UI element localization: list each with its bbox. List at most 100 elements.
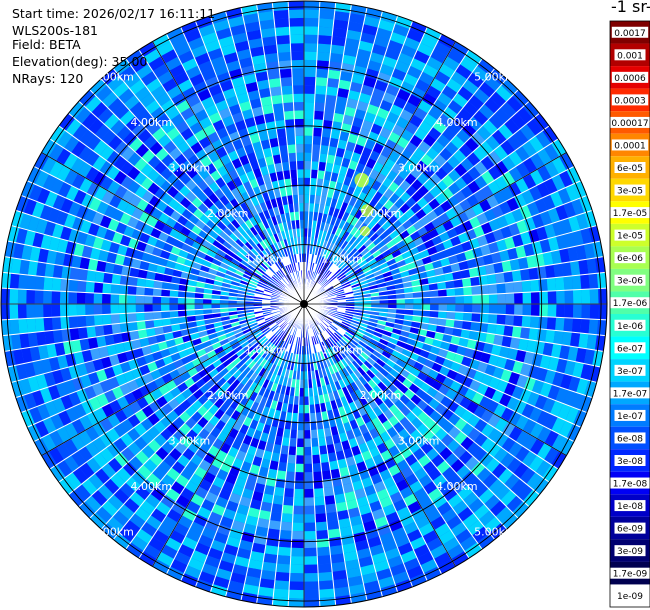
radar-gate <box>342 542 357 554</box>
radar-gate <box>314 344 320 353</box>
radar-gate <box>441 466 457 481</box>
radar-gate <box>385 225 396 236</box>
radar-gate <box>340 323 349 330</box>
radar-gate <box>351 360 361 370</box>
radar-gate <box>334 286 344 292</box>
radar-gate <box>342 54 357 66</box>
radar-gate <box>556 358 568 374</box>
radar-gate <box>520 362 532 377</box>
radar-gate <box>120 418 134 433</box>
radar-gate <box>251 341 261 350</box>
radar-gate <box>330 44 345 55</box>
radar-gate <box>564 304 574 319</box>
radar-gate <box>349 247 358 257</box>
radar-gate <box>546 277 557 292</box>
colorbar-tick-label: 1.7e-05 <box>613 209 648 219</box>
radar-gate <box>282 93 294 104</box>
radar-gate <box>454 417 468 432</box>
radar-gate <box>313 488 325 498</box>
radar-gate <box>338 432 349 443</box>
radar-gate <box>473 504 490 520</box>
radar-gate <box>466 400 479 415</box>
radar-gate <box>77 315 87 328</box>
radar-gate <box>416 551 434 566</box>
radar-gate <box>379 307 389 313</box>
radar-gate <box>304 127 314 136</box>
colorbar-tick-label: 1e-08 <box>617 502 643 512</box>
radar-gate <box>374 79 389 92</box>
radar-gate <box>382 91 397 105</box>
radar-gate <box>246 445 258 457</box>
radar-gate <box>174 551 192 566</box>
radar-gate <box>256 345 265 355</box>
radar-gate <box>330 129 341 140</box>
radar-gate <box>461 356 473 368</box>
radar-gate <box>404 298 414 304</box>
radar-gate <box>111 273 122 285</box>
radar-gate <box>550 343 562 359</box>
radar-gate <box>522 489 540 507</box>
radar-gate <box>450 521 468 537</box>
radar-gate <box>322 359 329 369</box>
radar-gate <box>461 320 472 331</box>
radar-gate <box>250 351 259 361</box>
radar-gate <box>515 414 529 431</box>
radar-gate <box>68 291 78 304</box>
colorbar-tick-label: 6e-09 <box>617 525 643 535</box>
radar-gate <box>364 68 380 80</box>
radar-gate <box>395 313 405 320</box>
radar-gate <box>325 435 334 446</box>
radar-gate <box>551 156 567 175</box>
radar-gate <box>319 277 327 286</box>
radar-gate <box>378 354 389 364</box>
radar-gate <box>361 572 379 584</box>
radar-gate <box>463 295 473 304</box>
radar-gate <box>452 92 469 108</box>
radar-gate <box>405 121 419 135</box>
radar-gate <box>357 276 367 283</box>
radar-gate <box>393 96 408 110</box>
radar-gate <box>315 412 323 422</box>
radar-gate <box>454 431 468 445</box>
radar-gate <box>265 61 280 72</box>
radar-gate <box>93 282 104 294</box>
radar-gate <box>421 310 431 318</box>
radar-gate <box>453 223 466 236</box>
radar-center <box>300 300 308 308</box>
radar-gate <box>314 273 320 282</box>
radar-gate <box>261 349 270 359</box>
radar-gate <box>460 329 471 339</box>
radar-gate <box>1 288 10 304</box>
radar-gate <box>231 341 241 350</box>
radar-gate <box>335 341 344 350</box>
radar-gate <box>256 518 270 529</box>
radar-gate <box>343 333 352 342</box>
radar-gate <box>528 267 539 281</box>
radar-gate <box>519 388 532 404</box>
radar-gate <box>9 304 19 320</box>
radar-gate <box>324 348 331 358</box>
radar-gate <box>332 485 345 496</box>
radar-gate <box>378 195 389 206</box>
radar-gate <box>466 441 481 457</box>
radar-gate <box>278 320 287 328</box>
radar-gate <box>340 240 349 250</box>
radar-gate <box>453 353 465 365</box>
radar-gate <box>304 421 311 431</box>
radar-gate <box>409 480 424 494</box>
radar-gate <box>312 254 318 264</box>
radar-gate <box>563 275 573 291</box>
radar-gate <box>207 547 224 561</box>
radar-gate <box>78 446 93 463</box>
radar-gate <box>331 434 342 444</box>
radar-gate <box>335 330 344 338</box>
radar-gate <box>456 251 467 263</box>
range-ring-label: 5.00km <box>474 526 516 539</box>
radar-gate <box>304 169 312 178</box>
radar-gate <box>399 416 412 429</box>
radar-gate <box>68 279 78 293</box>
radar-gate <box>149 452 164 467</box>
radar-gate <box>433 41 452 57</box>
radar-gate <box>431 140 445 154</box>
radar-gate <box>461 122 477 138</box>
